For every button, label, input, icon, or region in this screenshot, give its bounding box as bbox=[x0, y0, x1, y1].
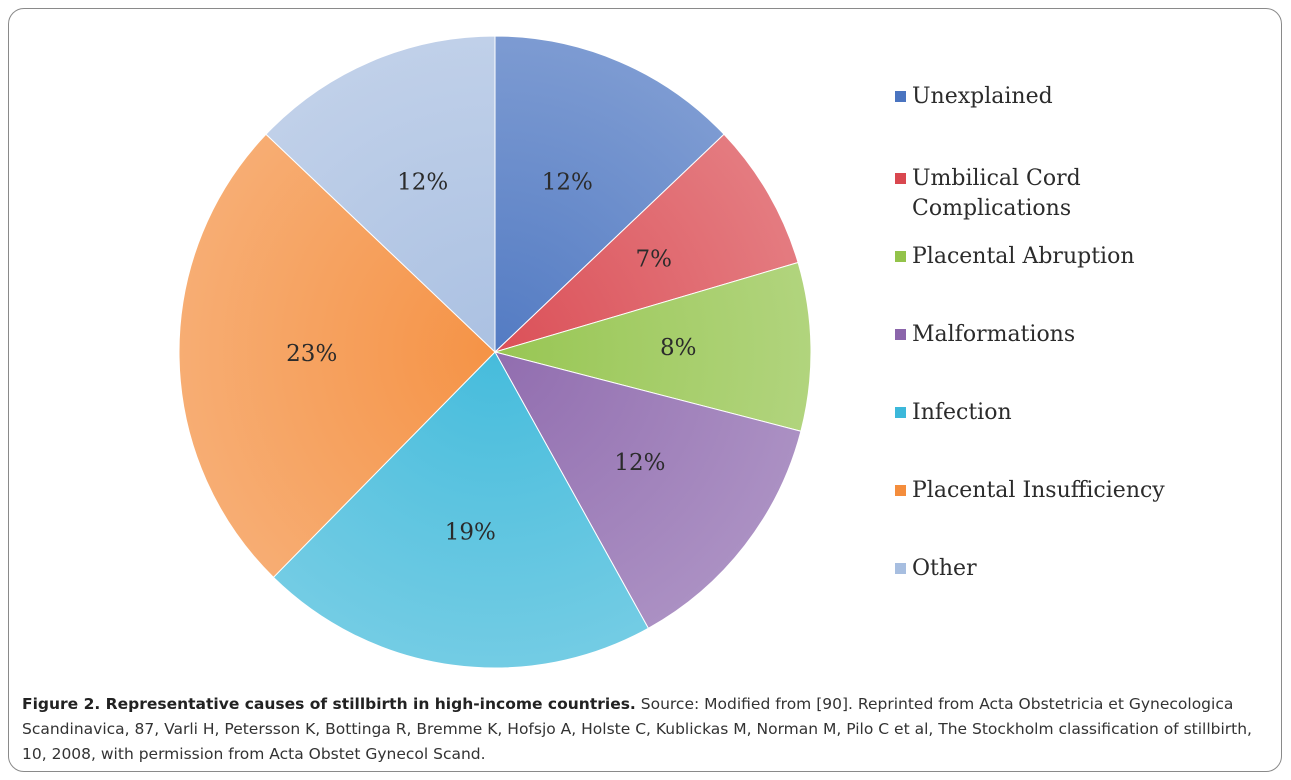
pie-slice-infection bbox=[272, 351, 650, 669]
data-label-umbilical-cord-complications: 7% bbox=[635, 246, 672, 272]
pie-slice-labels: 12% 7% 8% 12% 19% 23% 12% bbox=[286, 170, 696, 546]
data-label-placental-insufficiency: 23% bbox=[286, 341, 337, 367]
legend-label: Placental Abruption bbox=[912, 244, 1135, 269]
pie-slice-umbilical-cord-complications bbox=[494, 133, 799, 353]
pie-slice-placental-insufficiency bbox=[178, 133, 496, 579]
legend-item-placental-abruption: Placental Abruption bbox=[895, 242, 1134, 272]
data-label-infection: 19% bbox=[445, 520, 496, 546]
legend-swatch bbox=[895, 173, 906, 184]
pie-slice-placental-abruption bbox=[493, 261, 812, 432]
caption-text: Source: Modified from [90]. Reprinted fr… bbox=[22, 695, 1252, 763]
figure-caption: Figure 2. Representative causes of still… bbox=[22, 692, 1262, 767]
legend-swatch bbox=[895, 251, 906, 262]
legend-swatch bbox=[895, 485, 906, 496]
legend-item-malformations: Malformations bbox=[895, 320, 1075, 350]
legend-item-unexplained: Unexplained bbox=[895, 82, 1053, 112]
legend-label: Malformations bbox=[912, 322, 1076, 347]
legend-label: Placental Insufficiency bbox=[912, 478, 1165, 503]
legend-item-placental-insufficiency: Placental Insufficiency bbox=[895, 476, 1165, 506]
pie-slice-other bbox=[265, 35, 496, 354]
legend-swatch bbox=[895, 563, 906, 574]
legend-label: Infection bbox=[912, 400, 1012, 425]
pie-slice-unexplained bbox=[494, 35, 725, 354]
legend-swatch bbox=[895, 407, 906, 418]
legend-label: Umbilical Cord Complications bbox=[912, 166, 1081, 221]
data-label-placental-abruption: 8% bbox=[660, 335, 697, 361]
data-label-other: 12% bbox=[397, 170, 448, 196]
legend-swatch bbox=[895, 329, 906, 340]
legend-item-infection: Infection bbox=[895, 398, 1012, 428]
legend-label: Unexplained bbox=[912, 84, 1053, 109]
legend-label: Other bbox=[912, 556, 977, 581]
legend-item-umbilical-cord-complications: Umbilical Cord Complications bbox=[895, 164, 1081, 224]
pie-chart: 12% 7% 8% 12% 19% 23% 12% bbox=[178, 35, 812, 669]
data-label-unexplained: 12% bbox=[542, 170, 593, 196]
data-label-malformations: 12% bbox=[614, 450, 665, 476]
legend-swatch bbox=[895, 91, 906, 102]
pie-slices bbox=[178, 35, 812, 669]
legend-item-other: Other bbox=[895, 554, 977, 584]
caption-title: Figure 2. Representative causes of still… bbox=[22, 695, 636, 713]
pie-slice-malformations bbox=[493, 351, 802, 629]
